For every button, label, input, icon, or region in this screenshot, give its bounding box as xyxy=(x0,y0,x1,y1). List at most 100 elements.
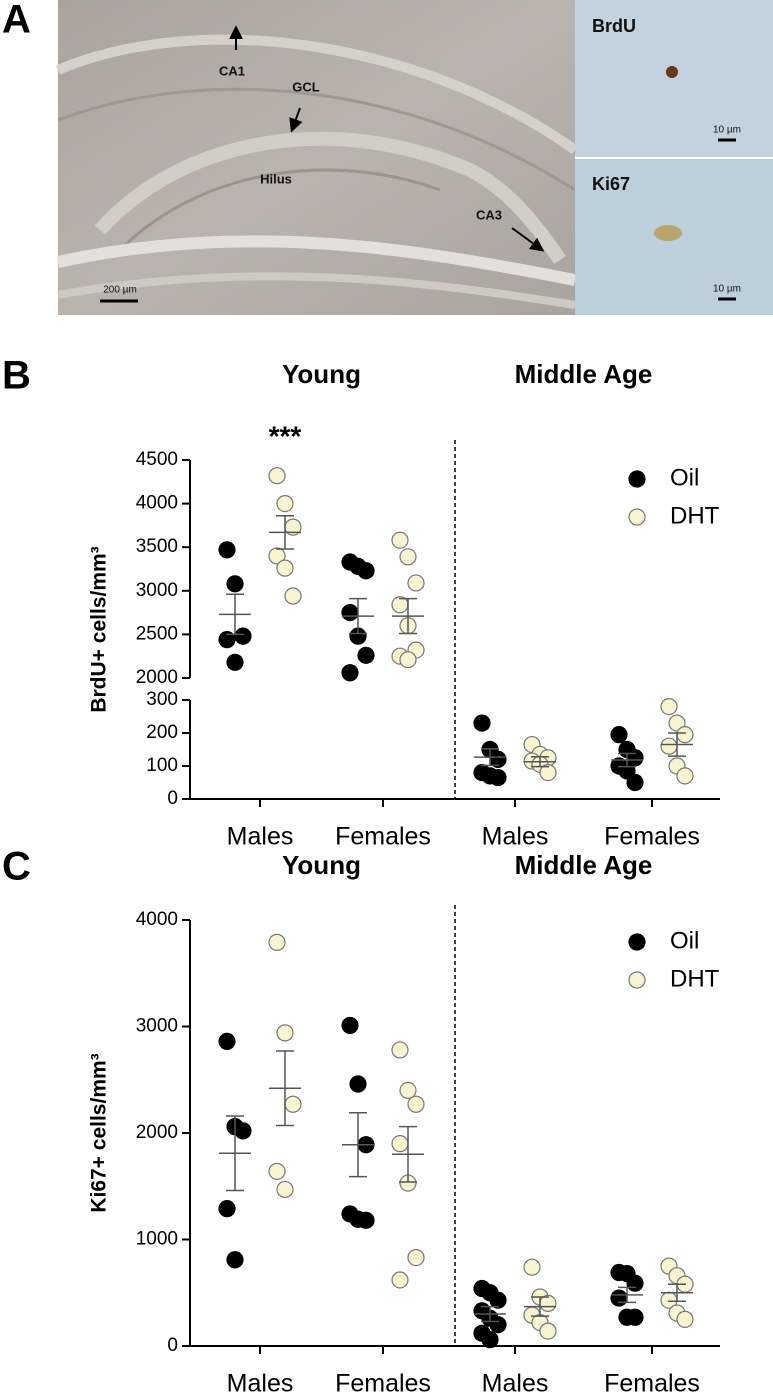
x-tick-label: Females xyxy=(604,823,700,851)
y-tick-label: 100 xyxy=(146,755,178,776)
data-point xyxy=(660,737,678,755)
data-point xyxy=(284,587,302,605)
y-tick-label: 0 xyxy=(167,788,178,809)
y-tick-label: 300 xyxy=(146,689,178,710)
region-label: CA3 xyxy=(476,207,502,222)
y-tick-label: 2500 xyxy=(136,623,178,644)
y-axis-label: BrdU+ cells/mm³ xyxy=(88,546,111,712)
data-point xyxy=(268,467,286,485)
data-point xyxy=(473,714,491,732)
data-point xyxy=(660,697,678,716)
data-point xyxy=(523,1258,541,1276)
y-tick-label: 4500 xyxy=(136,449,178,470)
data-point xyxy=(391,1135,409,1153)
data-point xyxy=(341,1016,359,1035)
data-point xyxy=(399,1081,417,1100)
data-point xyxy=(218,1200,236,1218)
legend-label: DHT xyxy=(670,965,720,992)
data-point xyxy=(399,651,417,669)
data-point xyxy=(391,1041,409,1059)
data-point xyxy=(610,726,628,744)
data-point xyxy=(268,933,286,951)
data-point xyxy=(407,574,425,592)
legend-label: Oil xyxy=(670,464,699,491)
inset-label: BrdU xyxy=(592,16,636,36)
data-point xyxy=(234,1122,252,1140)
inset-label: Ki67 xyxy=(592,174,630,194)
data-point xyxy=(276,1024,294,1042)
y-tick-label: 2000 xyxy=(136,667,178,688)
region-label: CA1 xyxy=(219,63,245,78)
data-point xyxy=(676,1310,694,1328)
data-point xyxy=(349,1075,367,1093)
legend-marker xyxy=(628,508,646,526)
data-point xyxy=(276,495,294,513)
x-tick-label: Males xyxy=(227,823,294,851)
data-point xyxy=(357,1211,375,1229)
y-tick-label: 3000 xyxy=(136,1016,178,1037)
legend-label: DHT xyxy=(670,502,720,529)
data-point xyxy=(391,531,409,549)
data-point xyxy=(226,653,244,671)
data-point xyxy=(489,1291,507,1309)
data-point xyxy=(489,1316,507,1334)
data-point xyxy=(341,664,359,682)
data-point xyxy=(234,627,252,645)
data-point xyxy=(539,1322,557,1340)
data-point xyxy=(407,1249,425,1267)
x-tick-label: Males xyxy=(227,1370,294,1396)
data-point xyxy=(610,1289,628,1307)
x-tick-label: Females xyxy=(335,823,431,851)
data-point xyxy=(284,1095,302,1113)
data-point xyxy=(218,1032,236,1051)
scale-bar-label: 200 µm xyxy=(103,285,137,296)
micrograph xyxy=(56,0,773,315)
data-point xyxy=(676,767,694,785)
region-label: Hilus xyxy=(260,171,292,186)
data-point xyxy=(676,726,694,744)
data-point xyxy=(276,1180,294,1199)
data-point xyxy=(268,1162,286,1180)
group-title: Young xyxy=(282,359,361,389)
y-tick-label: 0 xyxy=(167,1335,178,1356)
y-tick-label: 1000 xyxy=(136,1229,178,1250)
data-point xyxy=(626,1274,644,1292)
legend-marker xyxy=(628,933,646,951)
data-point xyxy=(407,1095,425,1113)
y-tick-label: 200 xyxy=(146,722,178,743)
data-point xyxy=(399,548,417,566)
legend-marker xyxy=(628,971,646,989)
group-title: Middle Age xyxy=(515,359,653,389)
data-point xyxy=(391,1271,409,1289)
panel-label: B xyxy=(2,354,31,398)
data-point xyxy=(268,547,286,565)
data-point xyxy=(218,631,236,649)
group-title: Middle Age xyxy=(515,850,653,880)
y-tick-label: 3000 xyxy=(136,580,178,601)
data-point xyxy=(539,763,557,782)
panel-label: C xyxy=(2,845,31,889)
x-tick-label: Females xyxy=(335,1370,431,1396)
x-tick-label: Males xyxy=(482,823,549,851)
scale-bar-label: 10 µm xyxy=(713,284,741,295)
x-tick-label: Females xyxy=(604,1370,700,1396)
data-point xyxy=(489,768,507,787)
significance: *** xyxy=(269,420,302,451)
y-axis-label: Ki67+ cells/mm³ xyxy=(88,1053,111,1212)
y-tick-label: 2000 xyxy=(136,1122,178,1143)
y-tick-label: 4000 xyxy=(136,909,178,930)
data-point xyxy=(218,541,236,559)
data-point xyxy=(626,1308,644,1326)
region-label: GCL xyxy=(292,79,320,94)
group-title: Young xyxy=(282,850,361,880)
legend-label: Oil xyxy=(670,927,699,954)
data-point xyxy=(357,562,375,580)
data-point xyxy=(539,1294,557,1313)
data-point xyxy=(226,1251,244,1269)
y-tick-label: 3500 xyxy=(136,536,178,557)
y-tick-label: 4000 xyxy=(136,493,178,514)
data-point xyxy=(357,646,375,664)
data-point xyxy=(626,773,644,792)
data-point xyxy=(341,603,359,622)
